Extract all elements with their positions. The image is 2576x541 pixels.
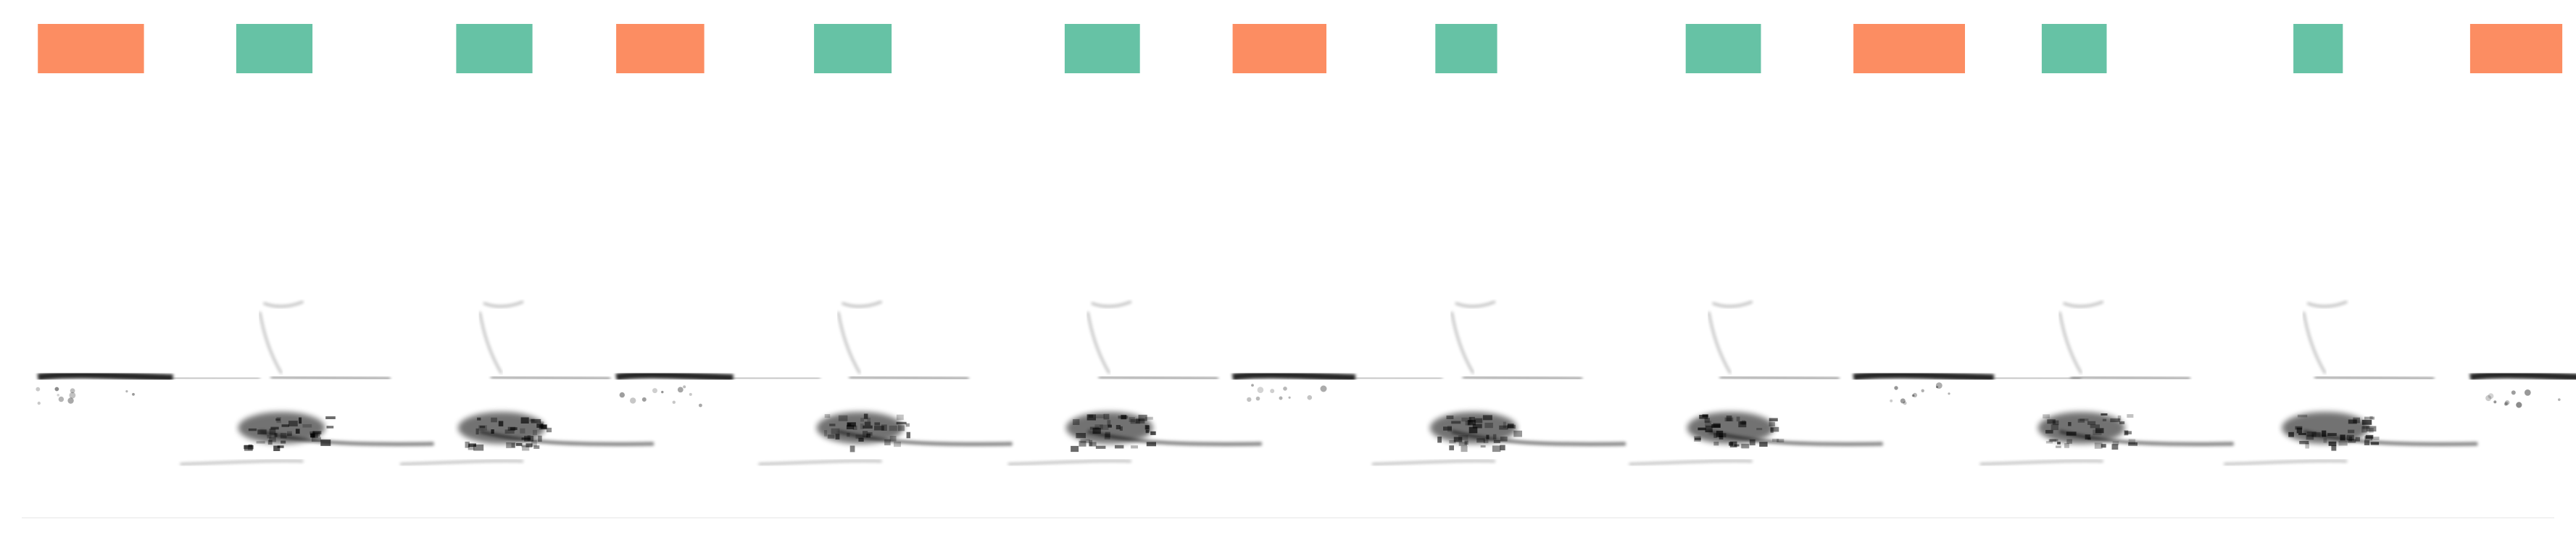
call-6-spectrogram xyxy=(1007,300,1262,466)
segment-bar-7-class-a xyxy=(1232,24,1326,73)
segment-bar-2-class-b xyxy=(236,24,313,73)
call-5-spectrogram xyxy=(758,300,1013,466)
segment-bar-13-class-a xyxy=(2469,24,2563,73)
segment-bar-4-class-a xyxy=(616,24,705,73)
segment-label-track xyxy=(38,24,2563,73)
segment-bar-6-class-b xyxy=(1064,24,1140,73)
segment-bar-1-class-a xyxy=(38,24,144,73)
call-10-spectrogram xyxy=(1853,371,2082,405)
segment-bar-12-class-b xyxy=(2293,24,2343,73)
call-13-spectrogram xyxy=(2469,371,2576,408)
call-2-spectrogram xyxy=(180,300,434,466)
segment-bar-10-class-a xyxy=(1853,24,1965,73)
segment-bar-11-class-b xyxy=(2041,24,2107,73)
call-7-spectrogram xyxy=(1231,371,1442,402)
segment-bar-5-class-b xyxy=(814,24,892,73)
call-8-spectrogram xyxy=(1371,300,1626,466)
segment-bar-3-class-b xyxy=(456,24,533,73)
spectrogram-image xyxy=(22,300,2576,466)
segment-bar-8-class-b xyxy=(1435,24,1497,73)
call-4-spectrogram xyxy=(615,371,820,408)
call-1-spectrogram xyxy=(36,371,260,405)
segment-bar-9-class-b xyxy=(1685,24,1761,73)
call-3-spectrogram xyxy=(399,300,655,466)
